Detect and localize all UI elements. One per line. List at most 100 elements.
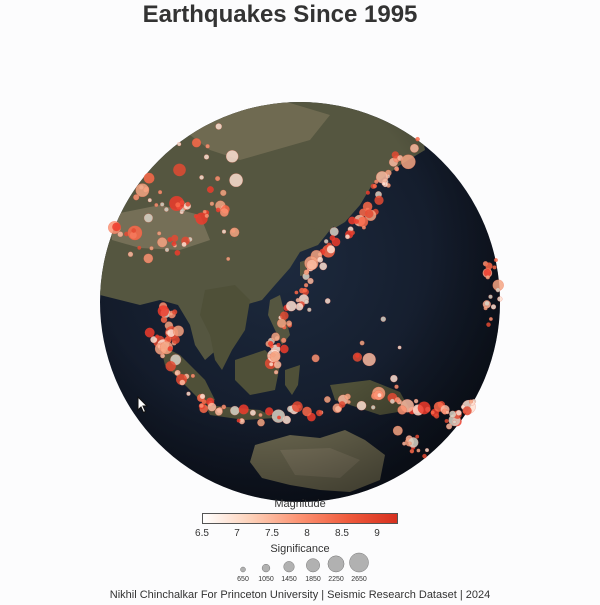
earthquake-point[interactable] <box>159 202 165 207</box>
earthquake-point[interactable] <box>346 399 351 405</box>
earthquake-point[interactable] <box>483 306 488 311</box>
earthquake-point[interactable] <box>493 258 498 263</box>
earthquake-point[interactable] <box>462 406 472 416</box>
earthquake-point[interactable] <box>190 373 196 379</box>
earthquake-point[interactable] <box>455 409 462 416</box>
earthquake-point[interactable] <box>445 423 453 430</box>
earthquake-point[interactable] <box>430 410 435 415</box>
earthquake-point[interactable] <box>303 269 310 276</box>
earthquake-point[interactable] <box>331 237 341 247</box>
earthquake-point[interactable] <box>355 353 360 358</box>
earthquake-point[interactable] <box>181 241 187 248</box>
earthquake-point[interactable] <box>169 311 174 317</box>
earthquake-point[interactable] <box>226 256 231 261</box>
earthquake-point[interactable] <box>488 294 493 299</box>
earthquake-point[interactable] <box>377 392 382 398</box>
earthquake-point[interactable] <box>424 447 430 453</box>
earthquake-point[interactable] <box>285 300 297 312</box>
earthquake-point[interactable] <box>323 239 329 244</box>
earthquake-point[interactable] <box>175 201 181 208</box>
earthquake-point[interactable] <box>199 174 205 180</box>
earthquake-point[interactable] <box>280 337 287 344</box>
earthquake-point[interactable] <box>267 340 274 347</box>
earthquake-point[interactable] <box>273 369 279 375</box>
earthquake-point[interactable] <box>338 401 346 408</box>
earthquake-point[interactable] <box>127 225 143 241</box>
earthquake-point[interactable] <box>413 398 419 404</box>
earthquake-point[interactable] <box>315 409 323 417</box>
earthquake-point[interactable] <box>362 352 376 367</box>
earthquake-point[interactable] <box>452 419 457 424</box>
earthquake-point[interactable] <box>174 249 181 256</box>
earthquake-point[interactable] <box>199 393 206 400</box>
earthquake-point[interactable] <box>381 181 386 186</box>
earthquake-point[interactable] <box>422 453 427 459</box>
earthquake-point[interactable] <box>258 412 263 418</box>
earthquake-point[interactable] <box>221 229 227 234</box>
earthquake-point[interactable] <box>497 296 503 302</box>
earthquake-point[interactable] <box>302 287 308 293</box>
earthquake-point[interactable] <box>416 448 421 453</box>
earthquake-point[interactable] <box>177 141 182 147</box>
earthquake-point[interactable] <box>209 201 215 207</box>
earthquake-point[interactable] <box>394 167 400 172</box>
earthquake-point[interactable] <box>249 409 257 416</box>
earthquake-point[interactable] <box>117 231 124 238</box>
earthquake-point[interactable] <box>295 302 304 311</box>
earthquake-point[interactable] <box>397 405 407 415</box>
earthquake-point[interactable] <box>269 351 281 363</box>
earthquake-point[interactable] <box>137 245 142 250</box>
earthquake-point[interactable] <box>394 384 399 389</box>
earthquake-point[interactable] <box>348 216 357 225</box>
earthquake-point[interactable] <box>195 212 208 225</box>
earthquake-point[interactable] <box>155 334 160 339</box>
earthquake-point[interactable] <box>276 342 281 348</box>
earthquake-point[interactable] <box>276 415 282 420</box>
earthquake-point[interactable] <box>171 335 180 345</box>
earthquake-point[interactable] <box>273 360 282 369</box>
earthquake-point[interactable] <box>468 399 474 404</box>
earthquake-point[interactable] <box>207 402 217 412</box>
earthquake-point[interactable] <box>390 374 398 383</box>
earthquake-point[interactable] <box>445 410 450 415</box>
earthquake-point[interactable] <box>361 225 367 230</box>
earthquake-point[interactable] <box>391 151 400 159</box>
earthquake-point[interactable] <box>143 213 154 223</box>
earthquake-point[interactable] <box>204 213 210 219</box>
earthquake-point[interactable] <box>486 322 491 327</box>
earthquake-point[interactable] <box>407 441 412 446</box>
earthquake-point[interactable] <box>319 262 328 271</box>
earthquake-point[interactable] <box>257 418 265 427</box>
earthquake-point[interactable] <box>238 404 249 415</box>
earthquake-point[interactable] <box>214 175 221 182</box>
earthquake-point[interactable] <box>147 198 152 203</box>
earthquake-point[interactable] <box>344 393 351 400</box>
earthquake-point[interactable] <box>356 400 367 411</box>
earthquake-point[interactable] <box>370 405 376 410</box>
earthquake-point[interactable] <box>380 316 387 322</box>
earthquake-point[interactable] <box>415 136 420 142</box>
earthquake-point[interactable] <box>326 245 336 254</box>
earthquake-point[interactable] <box>112 222 121 232</box>
earthquake-point[interactable] <box>203 154 210 160</box>
earthquake-point[interactable] <box>225 150 239 163</box>
earthquake-point[interactable] <box>186 391 191 396</box>
earthquake-point[interactable] <box>268 361 274 367</box>
earthquake-point[interactable] <box>171 309 178 315</box>
earthquake-point[interactable] <box>144 327 155 338</box>
earthquake-point[interactable] <box>372 183 378 189</box>
earthquake-point[interactable] <box>163 207 169 212</box>
earthquake-point[interactable] <box>191 138 202 148</box>
earthquake-point[interactable] <box>316 256 324 263</box>
earthquake-point[interactable] <box>271 332 281 342</box>
earthquake-point[interactable] <box>205 144 210 149</box>
earthquake-point[interactable] <box>127 251 134 258</box>
earthquake-point[interactable] <box>219 207 229 217</box>
earthquake-point[interactable] <box>307 277 314 285</box>
earthquake-point[interactable] <box>400 154 416 170</box>
earthquake-point[interactable] <box>133 194 140 201</box>
earthquake-point[interactable] <box>397 345 402 350</box>
earthquake-point[interactable] <box>417 401 431 415</box>
earthquake-point[interactable] <box>394 396 401 403</box>
